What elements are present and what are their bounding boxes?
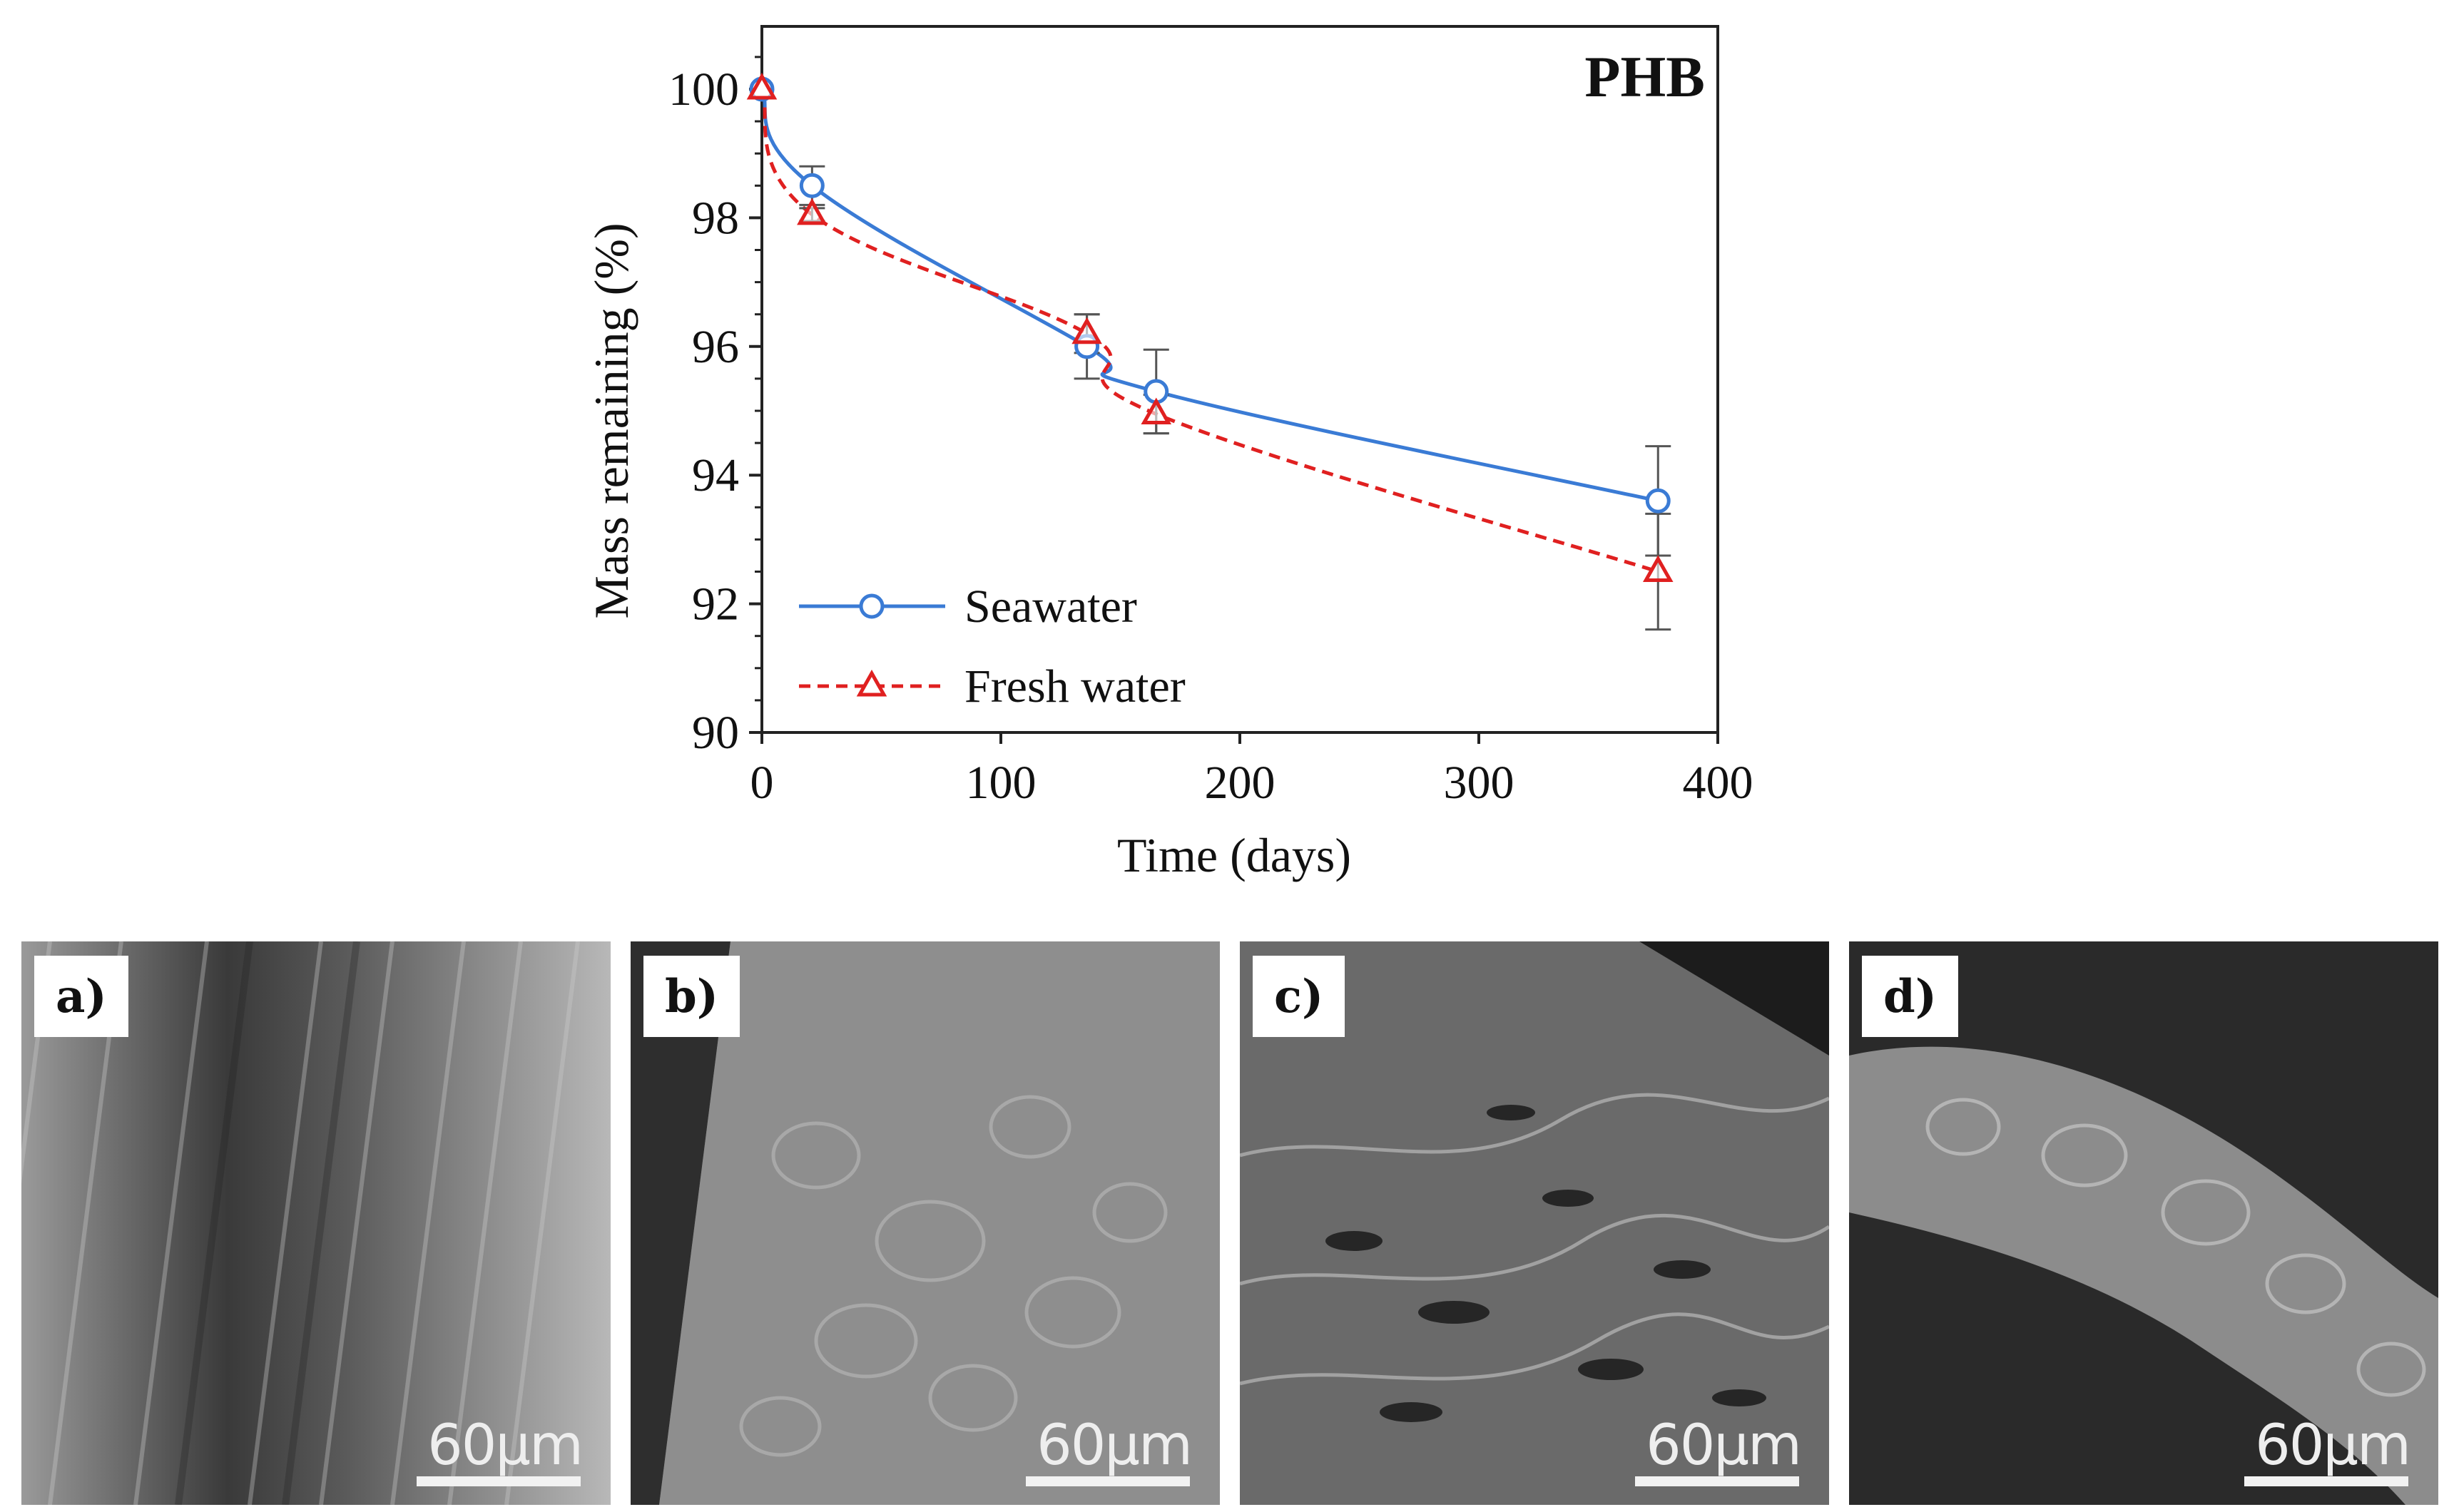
sem-panel-a: a) 60μm bbox=[21, 941, 611, 1505]
scale-label-b: 60μm bbox=[1037, 1414, 1193, 1478]
axis-ticks: 0 100 200 300 400 90 92 94 96 98 100 bbox=[668, 56, 1753, 809]
sem-panels: a) 60μm b) 60μm bbox=[0, 941, 2449, 1512]
legend-seawater-marker bbox=[859, 593, 885, 619]
chart: 0 100 200 300 400 90 92 94 96 98 100 PHB Time (day… bbox=[584, 25, 1753, 882]
sem-panel-d: d) 60μm bbox=[1849, 941, 2438, 1505]
panel-label-d: d) bbox=[1862, 956, 1959, 1037]
y-tick-label-96: 96 bbox=[692, 321, 739, 373]
y-axis-label: Mass remaining (%) bbox=[584, 223, 638, 618]
sem-panel-c: c) 60μm bbox=[1240, 941, 1829, 1505]
chart-title: PHB bbox=[1584, 44, 1705, 109]
scale-label-d: 60μm bbox=[2255, 1414, 2411, 1478]
scale-bar-d bbox=[2244, 1476, 2408, 1486]
scale-label-a: 60μm bbox=[427, 1414, 584, 1478]
scale-label-c: 60μm bbox=[1646, 1414, 1802, 1478]
series-line-seawater bbox=[760, 88, 1659, 503]
x-tick-label-100: 100 bbox=[966, 757, 1037, 809]
legend-freshwater-label: Fresh water bbox=[964, 660, 1186, 712]
y-tick-label-100: 100 bbox=[668, 63, 739, 116]
marker-freshwater-1 bbox=[797, 198, 828, 225]
marker-freshwater-3 bbox=[1141, 397, 1172, 425]
x-axis-label: Time (days) bbox=[1117, 828, 1351, 882]
legend-freshwater-marker bbox=[856, 669, 887, 697]
scale-bar-b bbox=[1026, 1476, 1190, 1486]
sem-panel-b: b) 60μm bbox=[631, 941, 1220, 1505]
y-tick-label-92: 92 bbox=[692, 578, 739, 630]
y-tick-label-98: 98 bbox=[692, 192, 739, 244]
scale-bar-a bbox=[417, 1476, 581, 1486]
panel-label-a: a) bbox=[34, 956, 128, 1037]
x-tick-label-200: 200 bbox=[1205, 757, 1276, 809]
marker-seawater-4 bbox=[1645, 488, 1671, 514]
panel-label-b: b) bbox=[643, 956, 740, 1037]
x-tick-label-300: 300 bbox=[1444, 757, 1514, 809]
marker-freshwater-2 bbox=[1071, 317, 1102, 344]
legend: Seawater Fresh water bbox=[799, 581, 1186, 712]
series-line-freshwater bbox=[760, 88, 1659, 573]
scale-bar-c bbox=[1635, 1476, 1799, 1486]
plot-frame bbox=[760, 25, 1719, 734]
marker-seawater-1 bbox=[799, 173, 825, 198]
panel-label-c: c) bbox=[1253, 956, 1345, 1037]
legend-seawater-label: Seawater bbox=[964, 581, 1137, 633]
marker-freshwater-0 bbox=[746, 72, 778, 100]
series-layer bbox=[746, 72, 1674, 631]
x-tick-label-400: 400 bbox=[1683, 757, 1753, 809]
y-tick-label-94: 94 bbox=[692, 449, 739, 501]
x-tick-label-0: 0 bbox=[750, 757, 774, 809]
marker-freshwater-4 bbox=[1642, 555, 1674, 582]
y-tick-label-90: 90 bbox=[692, 707, 739, 759]
